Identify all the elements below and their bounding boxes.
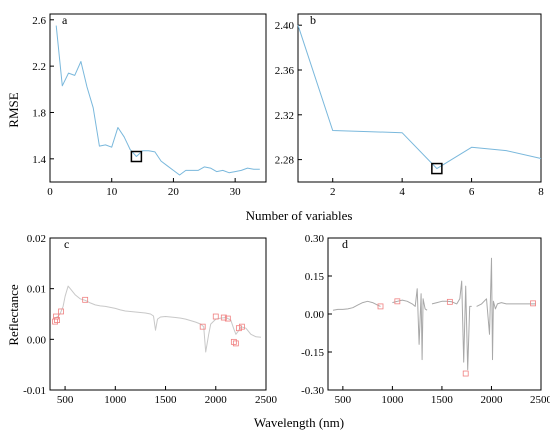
- y-tick-label: 0.00: [305, 309, 325, 321]
- selected-wavelength-marker: [220, 314, 227, 321]
- series-line: [392, 288, 428, 361]
- plot-frame: [49, 237, 267, 391]
- selected-point-marker: [130, 150, 143, 163]
- selected-wavelength-marker: [377, 303, 384, 310]
- series-line: [476, 257, 536, 361]
- selected-wavelength-marker: [230, 338, 237, 345]
- series-line: [332, 300, 381, 311]
- selected-wavelength-marker: [54, 317, 60, 323]
- x-tick-label: 0: [47, 186, 53, 198]
- y-tick-label: 0.01: [27, 284, 46, 296]
- selected-wavelength-marker: [238, 323, 245, 330]
- x-tick-label: 6: [469, 186, 475, 198]
- y-tick-label: 0.02: [27, 233, 46, 245]
- selected-wavelength-marker: [52, 318, 58, 325]
- y-tick-label: 2.32: [275, 110, 294, 122]
- selected-point-marker: [431, 162, 443, 175]
- panel-a-rmse-chart: a 0 10 20 30 1.4 1.8 2.2 2.6: [32, 13, 267, 198]
- y-tick-label: -0.30: [301, 385, 324, 397]
- x-tick-label: 2500: [530, 394, 550, 406]
- wavelength-axis-label: Wavelength (nm): [254, 415, 344, 430]
- selected-wavelength-marker: [82, 296, 89, 303]
- y-tick-label: 2.2: [32, 61, 46, 73]
- y-tick-label: 2.6: [32, 15, 46, 27]
- plot-frame: [297, 13, 542, 183]
- selected-wavelength-marker: [224, 315, 231, 322]
- panel-label: c: [64, 237, 69, 251]
- rmse-axis-label: RMSE: [6, 92, 21, 127]
- y-tick-label: 0.15: [305, 271, 325, 283]
- panel-label: a: [62, 13, 68, 27]
- y-tick-label: 0.00: [27, 334, 47, 346]
- x-tick-label: 2500: [255, 394, 278, 406]
- x-tick-label: 1500: [155, 394, 178, 406]
- plot-frame: [49, 13, 267, 183]
- selected-wavelength-marker: [235, 325, 242, 332]
- reflectance-axis-label: Reflectance: [6, 284, 21, 346]
- y-tick-label: 2.28: [275, 155, 295, 167]
- y-tick-label: -0.15: [301, 347, 324, 359]
- series-line: [55, 25, 260, 176]
- panel-label: b: [310, 13, 316, 27]
- selected-wavelength-marker: [199, 323, 206, 330]
- plot-frame: [327, 237, 542, 391]
- series-line: [297, 25, 542, 170]
- x-tick-label: 1000: [381, 394, 404, 406]
- panel-b-rmse-chart: b 2 4 6 8 2.28 2.32 2.36 2.40: [275, 13, 545, 198]
- x-tick-label: 20: [168, 186, 180, 198]
- selected-wavelength-marker: [58, 308, 64, 315]
- x-tick-label: 4: [399, 186, 405, 198]
- selected-wavelength-marker: [53, 313, 59, 320]
- x-tick-label: 2000: [480, 394, 503, 406]
- variables-axis-label: Number of variables: [246, 208, 353, 223]
- panel-d-reflectance-chart: d 500 1000 1500 2000 2500 -0.30 -0.15 0.00 0.15 0.…: [301, 233, 550, 406]
- y-tick-label: 2.36: [275, 65, 295, 77]
- y-tick-label: 0.30: [305, 233, 325, 245]
- selected-wavelength-marker: [462, 370, 469, 377]
- selected-wavelength-marker: [212, 313, 219, 320]
- selected-wavelength-marker: [446, 298, 453, 305]
- x-tick-label: 2000: [205, 394, 228, 406]
- y-tick-label: 2.40: [275, 20, 295, 32]
- y-tick-label: -0.01: [23, 385, 46, 397]
- x-tick-label: 500: [57, 394, 74, 406]
- x-tick-label: 10: [106, 186, 118, 198]
- x-tick-label: 1500: [431, 394, 454, 406]
- x-tick-label: 1000: [104, 394, 127, 406]
- selected-wavelength-marker: [530, 300, 536, 307]
- series-line: [54, 285, 262, 353]
- x-tick-label: 500: [335, 394, 352, 406]
- x-tick-label: 30: [230, 186, 242, 198]
- selected-wavelength-marker: [232, 340, 239, 347]
- y-tick-label: 1.8: [32, 107, 46, 119]
- selected-wavelength-marker: [394, 298, 401, 305]
- panel-c-reflectance-chart: c 500 1000 1500 2000 2500 -0.01 0.00 0.01 0.02: [23, 233, 277, 406]
- x-tick-label: 8: [538, 186, 544, 198]
- series-line: [431, 280, 472, 371]
- x-tick-label: 2: [330, 186, 336, 198]
- panel-label: d: [342, 237, 348, 251]
- y-tick-label: 1.4: [32, 154, 46, 166]
